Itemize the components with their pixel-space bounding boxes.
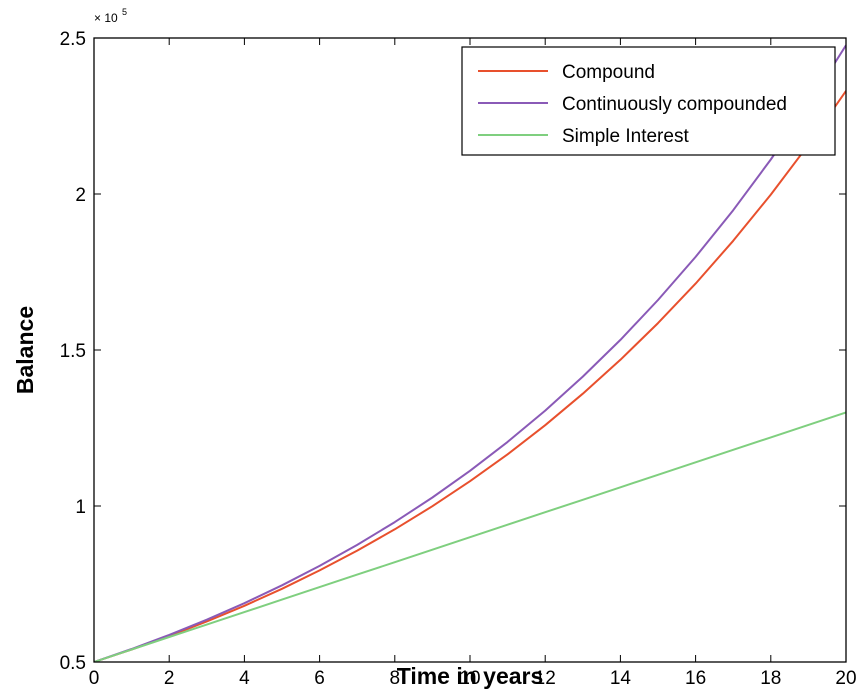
x-tick-label: 16	[685, 668, 706, 689]
series-line-compound	[94, 90, 846, 662]
legend-label: Continuously compounded	[562, 94, 787, 115]
series-line-continuously-compounded	[94, 44, 846, 662]
x-tick-label: 18	[760, 668, 781, 689]
legend: Compound Continuously compounded Simple In…	[461, 46, 836, 156]
y-tick-label: 0.5	[60, 653, 86, 674]
x-tick-label: 14	[610, 668, 632, 689]
y-tick-label: 1	[75, 497, 86, 518]
legend-label: Compound	[562, 62, 655, 83]
x-tick-label: 12	[535, 668, 556, 689]
x-axis-title: Time in years	[397, 663, 544, 689]
y-tick-label: 2.5	[60, 29, 86, 50]
x-tick-label: 10	[459, 668, 480, 689]
x-tick-label: 6	[314, 668, 325, 689]
legend-label: Simple Interest	[562, 126, 689, 147]
x-tick-label: 8	[390, 668, 401, 689]
x-tick-label: 2	[164, 668, 175, 689]
y-axis: 0.5 1 1.5 2 2.5	[60, 29, 846, 674]
y-axis-multiplier-base: × 10	[94, 11, 118, 25]
x-tick-label: 4	[239, 668, 250, 689]
x-tick-label: 20	[835, 668, 856, 689]
series-line-simple-interest	[94, 411, 846, 662]
y-axis-multiplier: × 10 5	[94, 7, 127, 25]
x-axis: 0 2 4 6 8 10 12 14 16 18 20	[89, 38, 857, 689]
y-axis-multiplier-exponent: 5	[122, 7, 127, 17]
series-layer	[94, 44, 846, 662]
x-tick-label: 0	[89, 668, 100, 689]
y-tick-label: 2	[75, 185, 86, 206]
y-tick-label: 1.5	[60, 341, 86, 362]
legend-box	[461, 46, 836, 156]
y-axis-title: Balance	[12, 306, 38, 394]
